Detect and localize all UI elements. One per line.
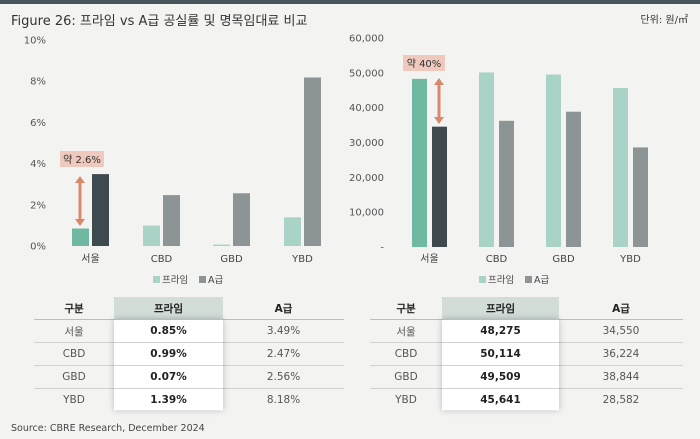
arrow-head-down: [434, 117, 444, 124]
y-tick-label: 0%: [30, 242, 46, 253]
x-category-label: GBD: [220, 254, 243, 265]
table-cell: CBD: [34, 342, 114, 366]
bar: [143, 225, 160, 246]
source-note: Source: CBRE Research, December 2024: [11, 423, 205, 434]
y-tick-label: 8%: [30, 77, 46, 88]
arrow-head-up: [434, 78, 444, 85]
table-cell: 0.85%: [114, 319, 223, 343]
table-header-a-grade: A급: [223, 297, 344, 320]
table-row: 서울 48,275 34,550: [370, 319, 683, 343]
x-category-label: YBD: [291, 254, 313, 265]
y-tick-label: 4%: [30, 159, 46, 170]
table-cell: 28,582: [602, 394, 640, 406]
bar: [546, 74, 561, 248]
bar: [163, 195, 180, 246]
x-category-label: YBD: [619, 254, 641, 265]
y-tick-label: -: [380, 243, 384, 254]
bar: [213, 244, 230, 246]
y-tick-label: 2%: [30, 200, 46, 211]
vacancy-rate-chart: 0% 2% 4% 6% 8% 10% 서울 CBD GBD YBD 프라임 A급 약 2.6%: [24, 36, 321, 286]
x-category-label: CBD: [151, 254, 173, 265]
table-cell: 48,275: [442, 319, 559, 343]
y-tick-label: 6%: [30, 118, 46, 129]
bar: [633, 147, 648, 247]
legend-swatch: [525, 276, 532, 283]
y-tick-label: 30,000: [349, 138, 384, 149]
x-category-label: 서울: [420, 253, 438, 265]
table-header-category: 구분: [34, 297, 114, 320]
legend-label: 프라임: [162, 274, 188, 286]
table-cell: 45,641: [442, 388, 559, 411]
table-header-prime: 프라임: [442, 297, 559, 320]
annotation-label: 약 40%: [407, 58, 442, 70]
y-tick-label: 60,000: [349, 34, 384, 45]
legend-swatch: [199, 276, 206, 283]
table-cell: 2.47%: [223, 342, 344, 366]
table-header-prime: 프라임: [114, 297, 223, 320]
unit-label: 단위: 원/㎡: [640, 15, 688, 26]
table-cell: CBD: [370, 342, 442, 366]
legend-label: A급: [208, 275, 223, 286]
bar: [479, 72, 494, 247]
bar: [499, 120, 514, 247]
table-cell: GBD: [370, 365, 442, 389]
table-cell: 2.56%: [223, 365, 344, 389]
legend-swatch: [479, 276, 486, 283]
y-tick-label: 50,000: [349, 68, 384, 79]
rent-table: 구분 프라임 A급 서울 48,275 34,550 CBD 50,114 36,224…: [370, 297, 683, 411]
vacancy-rate-table: 구분 프라임 A급 서울 0.85% 3.49% CBD 0.99% 2.47% GBD…: [34, 297, 344, 411]
y-tick-label: 10,000: [349, 208, 384, 219]
table-row: CBD 50,114 36,224: [370, 342, 683, 366]
table-cell: 0.99%: [114, 342, 223, 366]
bar: [304, 77, 321, 246]
table-cell: 50,114: [442, 342, 559, 366]
bar: [613, 88, 628, 247]
table-cell: GBD: [34, 365, 114, 389]
table-cell: 서울: [34, 319, 114, 343]
bar: [432, 126, 447, 247]
table-cell: 3.49%: [223, 319, 344, 343]
table-cell: 38,844: [559, 365, 683, 389]
bar: [566, 111, 581, 248]
bar: [92, 174, 109, 246]
top-accent-bar: [0, 0, 700, 4]
table-cell: YBD: [395, 394, 417, 406]
table-row: GBD 49,509 38,844: [370, 365, 683, 389]
table-cell: 서울: [370, 319, 442, 343]
x-category-label: GBD: [552, 254, 575, 265]
table-cell: 0.07%: [114, 365, 223, 389]
table-row: YBD 1.39% 8.18%: [34, 388, 344, 411]
arrow-head-down: [75, 219, 85, 226]
table-header-category: 구분: [370, 297, 442, 320]
table-cell: 1.39%: [114, 388, 223, 411]
rent-chart: - 10,000 20,000 30,000 40,000 50,000 60,000 서울 C…: [349, 34, 648, 286]
table-row: CBD 0.99% 2.47%: [34, 342, 344, 366]
table-cell: 49,509: [442, 365, 559, 389]
table-cell: 36,224: [559, 342, 683, 366]
table-row: YBD 45,641 28,582: [370, 388, 683, 411]
annotation-box: [403, 55, 445, 71]
annotation-label: 약 2.6%: [63, 154, 101, 166]
x-category-label: 서울: [81, 253, 99, 265]
table-cell: YBD: [63, 394, 85, 406]
legend-swatch: [153, 276, 160, 283]
bar: [72, 228, 89, 246]
table-row: 서울 0.85% 3.49%: [34, 319, 344, 343]
legend-label: A급: [534, 275, 549, 286]
arrow-head-up: [75, 176, 85, 183]
table-cell: 34,550: [559, 319, 683, 343]
bar: [412, 78, 427, 247]
y-tick-label: 40,000: [349, 103, 384, 114]
table-cell: 8.18%: [266, 394, 301, 406]
bar: [233, 193, 250, 246]
table-row: GBD 0.07% 2.56%: [34, 365, 344, 389]
y-tick-label: 20,000: [349, 173, 384, 184]
y-tick-label: 10%: [24, 36, 46, 47]
table-header-a-grade: A급: [559, 297, 683, 320]
annotation-box: [60, 151, 104, 167]
legend-label: 프라임: [488, 274, 514, 286]
figure-title: Figure 26: 프라임 vs A급 공실률 및 명목임대료 비교: [11, 14, 308, 29]
bar: [284, 217, 301, 246]
x-category-label: CBD: [486, 254, 508, 265]
